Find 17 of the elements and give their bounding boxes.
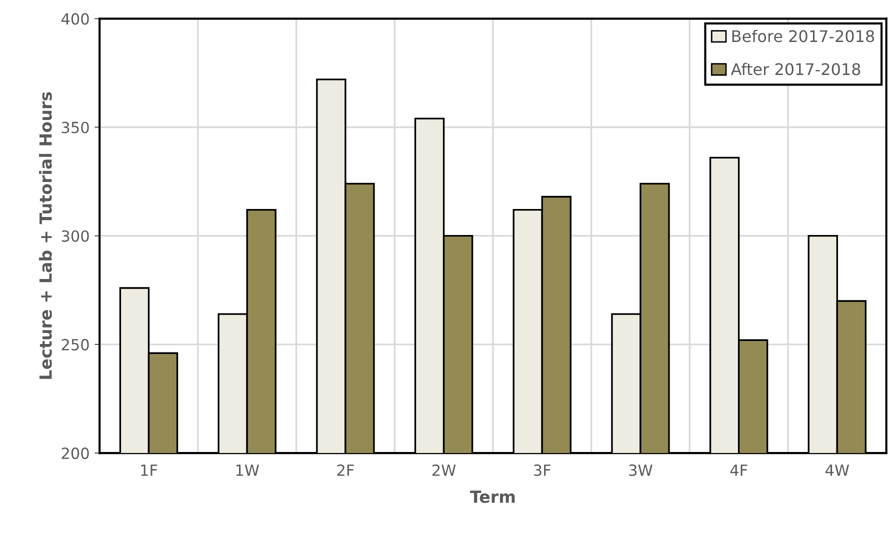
legend-label: After 2017-2018 [730, 62, 860, 76]
y-tick-label: 250 [62, 338, 89, 350]
x-tick-label: 2W [432, 464, 456, 476]
x-tick-label: 3F [534, 464, 550, 476]
x-tick-label: 2F [337, 464, 354, 476]
y-tick-label: 350 [62, 122, 89, 134]
y-tick-label: 300 [62, 230, 89, 242]
x-tick-label: 4W [825, 464, 850, 476]
legend-label: Before 2017-2018 [732, 30, 874, 42]
x-tick-label: 1W [236, 464, 259, 476]
x-tick-label: 1F [141, 464, 158, 476]
y-axis-title: Lecture + Lab + Tutorial Hours [39, 92, 52, 379]
x-axis-title: Term [470, 490, 515, 503]
x-tick-label: 3W [629, 464, 652, 476]
x-tick-label: 4F [730, 464, 748, 476]
y-tick-label: 200 [62, 448, 89, 460]
y-tick-label: 400 [61, 13, 89, 25]
